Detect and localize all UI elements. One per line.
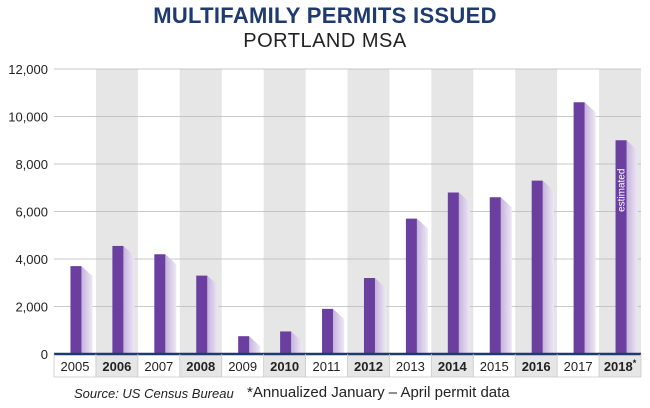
- bar: [154, 254, 166, 354]
- estimated-label: estimated: [617, 169, 628, 212]
- x-tick-label: 2011: [313, 359, 341, 374]
- bar: [238, 336, 250, 354]
- bar-shadow: [500, 197, 512, 354]
- bar: [573, 102, 585, 354]
- source-note: Source: US Census Bureau: [74, 386, 234, 401]
- bar: [112, 245, 124, 354]
- x-tick-label: 2005: [61, 359, 90, 374]
- x-tick-label: 2006: [102, 359, 131, 374]
- chart-title: MULTIFAMILY PERMITS ISSUED: [153, 3, 497, 28]
- bar-shadow: [333, 308, 345, 354]
- x-tick-label: 2008: [186, 359, 215, 374]
- bar-shadow: [542, 180, 554, 354]
- y-tick-label: 10,000: [8, 110, 48, 125]
- bar-shadow: [584, 102, 596, 354]
- bar: [615, 140, 627, 354]
- bar-shadow: [374, 278, 386, 354]
- annualized-note: *Annualized January – April permit data: [247, 384, 510, 401]
- bar-shadow: [458, 192, 470, 354]
- y-tick-label: 6,000: [15, 205, 48, 220]
- bar-shadow: [626, 140, 638, 354]
- bar: [531, 180, 543, 354]
- x-tick-label: 2007: [144, 359, 173, 374]
- bar: [280, 331, 292, 354]
- bar-shadow: [416, 218, 428, 354]
- bar-shadow: [123, 245, 135, 354]
- bar-shadow: [207, 275, 219, 354]
- bar: [489, 197, 501, 354]
- x-tick-label: 2010: [270, 359, 299, 374]
- bar: [322, 308, 334, 354]
- shaded-band: [263, 69, 306, 377]
- y-tick-label: 12,000: [8, 62, 48, 77]
- bar: [405, 218, 417, 354]
- x-tick-label: 2016: [522, 359, 551, 374]
- x-tick-label: 2017: [564, 359, 593, 374]
- bar-shadow: [165, 254, 177, 354]
- x-tick-label: 2014: [438, 359, 468, 374]
- bar: [447, 192, 459, 354]
- bar: [70, 266, 82, 354]
- bar-shadow: [249, 336, 261, 354]
- x-tick-label: 2013: [396, 359, 425, 374]
- x-tick-label: 2012: [354, 359, 383, 374]
- y-tick-label: 8,000: [15, 157, 48, 172]
- x-tick-label: 2015: [480, 359, 509, 374]
- bar: [196, 275, 208, 354]
- bar-shadow: [291, 331, 303, 354]
- bar-shadow: [81, 266, 93, 354]
- bar: [363, 278, 375, 354]
- y-tick-label: 4,000: [15, 252, 48, 267]
- chart-subtitle: PORTLAND MSA: [243, 30, 407, 52]
- x-tick-label: 2009: [228, 359, 257, 374]
- x-tick-label: 2018*: [604, 358, 637, 374]
- y-tick-label: 0: [41, 347, 48, 362]
- y-tick-label: 2,000: [15, 300, 48, 315]
